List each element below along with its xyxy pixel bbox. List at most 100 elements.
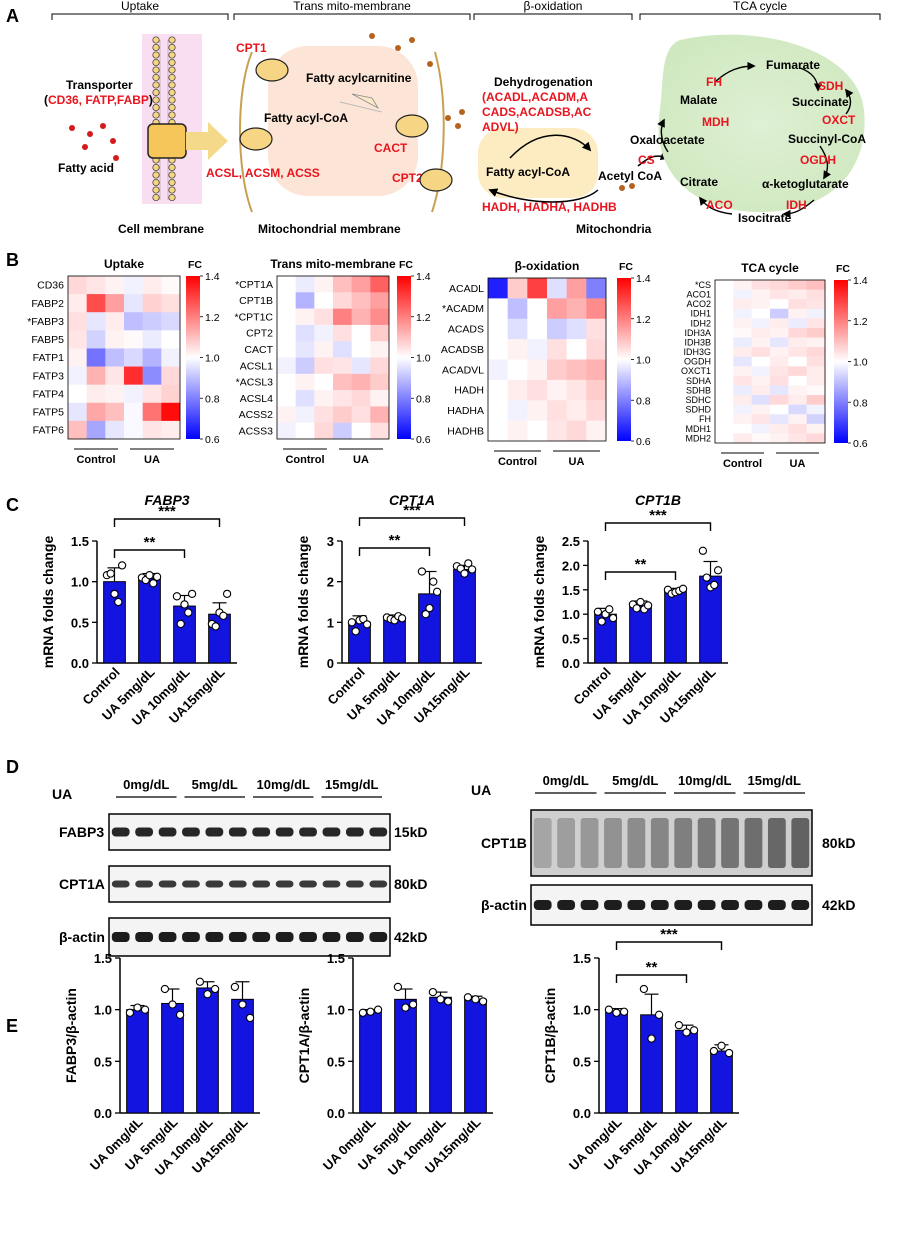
heatmap-row-label: ACADS bbox=[448, 324, 484, 336]
lipid-head bbox=[168, 178, 176, 187]
heatmap-cell bbox=[333, 276, 352, 293]
colorbar-tick-label: 0.8 bbox=[205, 393, 220, 405]
heatmap-cell bbox=[806, 433, 826, 444]
cact-protein bbox=[395, 114, 429, 138]
heatmap-cell bbox=[715, 385, 734, 396]
fatty-acyl-coa-label-2: Fatty acyl-CoA bbox=[486, 165, 570, 179]
heatmap-cell bbox=[770, 347, 789, 358]
heatmap-cell bbox=[788, 356, 807, 367]
y-tick-label: 0.5 bbox=[573, 1054, 591, 1069]
colorbar-tick-label: 0.6 bbox=[636, 436, 651, 448]
data-point bbox=[417, 567, 427, 576]
heatmap-cell bbox=[86, 276, 106, 295]
heatmap-cell bbox=[733, 337, 752, 348]
heatmap-cell bbox=[333, 390, 352, 407]
blot-band bbox=[275, 827, 294, 837]
blot-band bbox=[299, 932, 317, 942]
heatmap-cell bbox=[586, 400, 607, 421]
significance-bracket bbox=[604, 522, 712, 531]
heatmap-cell bbox=[507, 359, 528, 381]
data-point bbox=[152, 572, 162, 581]
heatmap-cell bbox=[295, 373, 315, 391]
heatmap-cell bbox=[277, 292, 296, 309]
y-tick-label: 1.0 bbox=[573, 1003, 591, 1018]
colorbar bbox=[617, 278, 631, 441]
heatmap-cell bbox=[751, 385, 771, 396]
heatmap-cell bbox=[527, 420, 548, 442]
y-tick-label: 0.5 bbox=[562, 632, 580, 647]
heatmap-cell bbox=[68, 420, 87, 440]
lipid-head bbox=[168, 96, 176, 104]
lipid-head bbox=[152, 193, 160, 202]
dose-label: 10mg/dL bbox=[678, 773, 732, 788]
colorbar-tick-label: 0.8 bbox=[636, 395, 651, 407]
heatmap-cell bbox=[161, 402, 181, 422]
group-label: Control bbox=[498, 456, 537, 468]
y-axis-label: CPT1B/β-actin bbox=[542, 988, 558, 1084]
transporter-box bbox=[147, 123, 187, 159]
dehydrogenation-genes-1: (ACADL,ACADM,A bbox=[482, 90, 588, 104]
heatmap-cell bbox=[351, 276, 371, 293]
heatmap-cell bbox=[507, 420, 528, 442]
blot-band bbox=[580, 818, 599, 868]
group-label: Control bbox=[285, 454, 324, 466]
heatmap-cell bbox=[733, 366, 752, 377]
heatmap-cell bbox=[788, 433, 807, 444]
heatmap-row-label: ACSL4 bbox=[240, 393, 273, 405]
cact-label: CACT bbox=[374, 141, 408, 155]
blot-band bbox=[322, 827, 341, 837]
heatmap-row-label: FH bbox=[699, 414, 711, 424]
heatmap-cell bbox=[751, 318, 771, 329]
heatmap-cell bbox=[488, 379, 508, 401]
heatmap-cell bbox=[770, 280, 789, 290]
heatmap-row-label: ACO2 bbox=[686, 299, 711, 309]
tca-ogdh: OGDH bbox=[800, 153, 836, 167]
ua-label: UA bbox=[52, 786, 72, 802]
data-point bbox=[140, 1005, 150, 1014]
lipid-head bbox=[168, 81, 176, 89]
heatmap-cell bbox=[806, 366, 826, 377]
acetyl-coa-label: Acetyl CoA bbox=[598, 169, 662, 183]
hadh-label: HADH, HADHA, HADHB bbox=[482, 200, 617, 214]
colorbar-tick-label: 0.6 bbox=[853, 438, 868, 450]
significance-label: *** bbox=[403, 502, 421, 519]
acylcarnitine-dots bbox=[369, 33, 465, 129]
cpt1-protein bbox=[255, 58, 289, 82]
heatmap-cell bbox=[751, 433, 771, 444]
data-point bbox=[425, 603, 434, 613]
data-point bbox=[408, 1000, 418, 1009]
blot-band bbox=[252, 932, 271, 942]
group-label: UA bbox=[569, 456, 585, 468]
heatmap-cell bbox=[715, 366, 734, 377]
heatmap-cell bbox=[788, 414, 807, 425]
lipid-head bbox=[152, 178, 160, 187]
heatmap-cell bbox=[507, 318, 528, 340]
heatmap-row-label: CD36 bbox=[37, 280, 64, 292]
heatmap-cell bbox=[733, 423, 752, 434]
y-tick-label: 1 bbox=[327, 615, 334, 630]
heatmap-row-label: IDH1 bbox=[690, 309, 711, 319]
blot-frame bbox=[108, 917, 391, 957]
y-tick-label: 1.5 bbox=[327, 951, 345, 966]
panel-label-b: B bbox=[6, 250, 19, 270]
heatmap-cell bbox=[733, 289, 752, 300]
fatty-acyl-coa-label-1: Fatty acyl-CoA bbox=[264, 111, 348, 125]
blot-band bbox=[299, 827, 317, 837]
heatmap-cell bbox=[770, 414, 789, 425]
heatmap-row-label: IDH3B bbox=[684, 337, 711, 347]
heatmap-cell bbox=[751, 280, 771, 290]
heatmap-cell bbox=[733, 414, 752, 425]
heatmap-cell bbox=[547, 278, 567, 299]
blot-band bbox=[252, 880, 271, 888]
heatmap-cell bbox=[507, 298, 528, 320]
ua-label: UA bbox=[471, 782, 491, 798]
data-point bbox=[397, 614, 407, 623]
heatmap-cell bbox=[370, 357, 390, 375]
heatmap-cell bbox=[788, 366, 807, 377]
heatmap-cell bbox=[295, 324, 315, 342]
transporter-label: Transporter bbox=[66, 78, 133, 92]
lipid-head bbox=[152, 43, 160, 52]
heatmap-cell bbox=[314, 406, 334, 423]
